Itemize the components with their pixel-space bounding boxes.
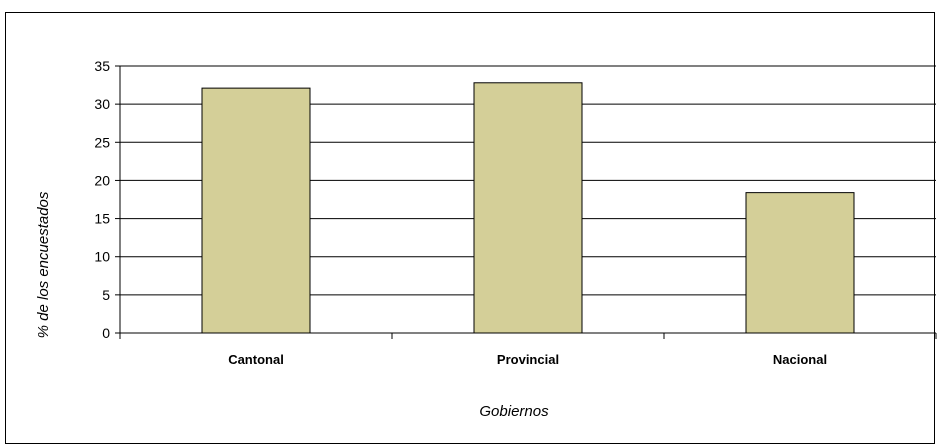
bar-provincial: [473, 82, 583, 334]
y-tick-labels: 0 5 10 15 20 25 30 35: [94, 58, 110, 341]
x-tick-label: Nacional: [773, 352, 827, 367]
y-axis-title: % de los encuestados: [35, 191, 52, 338]
y-tick-label: 15: [94, 211, 110, 227]
y-tick-label: 0: [102, 325, 110, 341]
axes: [115, 65, 937, 339]
y-tick-label: 10: [94, 249, 110, 265]
y-tick-label: 30: [94, 96, 110, 112]
bar-cantonal: [201, 87, 311, 334]
y-tick-label: 25: [94, 134, 110, 150]
bars: [201, 82, 855, 334]
y-tick-label: 5: [102, 287, 110, 303]
x-tick-label: Cantonal: [228, 352, 284, 367]
x-tick-labels: Cantonal Provincial Nacional: [228, 352, 827, 367]
x-axis-title: Gobiernos: [479, 403, 549, 420]
y-tick-label: 20: [94, 172, 110, 188]
y-tick-label: 35: [94, 58, 110, 74]
x-tick-label: Provincial: [497, 352, 559, 367]
bar-nacional: [745, 192, 855, 334]
